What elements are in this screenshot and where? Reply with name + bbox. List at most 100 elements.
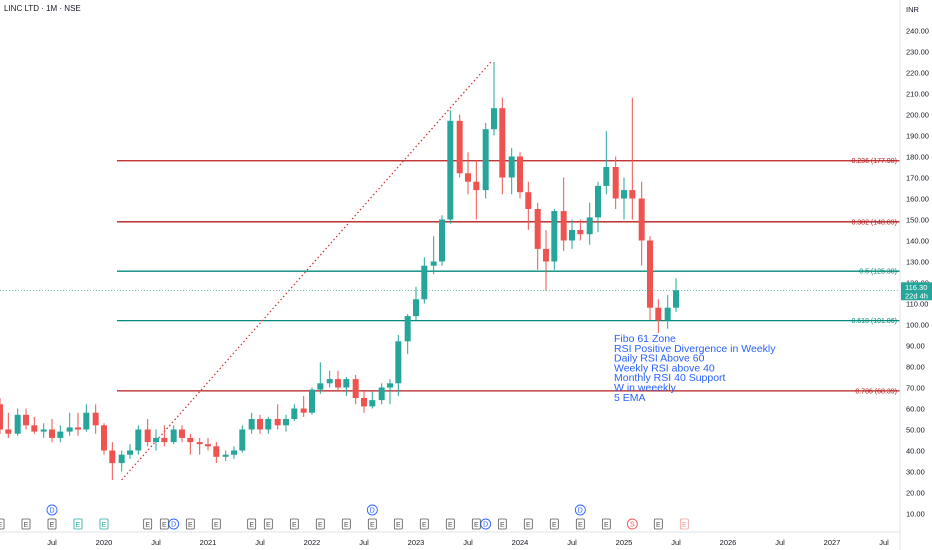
candle	[75, 412, 81, 436]
note-line: Fibo 61 Zone	[614, 333, 676, 345]
candle	[543, 230, 549, 291]
candle-body	[153, 437, 159, 443]
candle-body	[291, 408, 298, 419]
earnings-event-box	[367, 518, 377, 530]
candle-body	[534, 209, 541, 249]
candle-body	[66, 427, 73, 432]
earnings-event-marker: E	[653, 518, 663, 530]
earnings-event-letter: E	[162, 522, 167, 529]
earnings-event-letter: E	[76, 522, 81, 529]
candle	[491, 62, 497, 136]
candle	[673, 278, 679, 312]
current-price-value: 116.30	[905, 283, 927, 292]
price-tick-label: 60.00	[906, 405, 925, 414]
price-tick-label: 220.00	[906, 69, 929, 78]
candle-body	[369, 400, 376, 407]
candle-body	[274, 419, 281, 426]
earnings-event-letter: E	[396, 522, 401, 529]
earnings-event-box	[315, 518, 325, 530]
time-tick-label: 2021	[200, 538, 217, 547]
earnings-event-letter: E	[292, 522, 297, 529]
candle-body	[378, 387, 385, 401]
event-letter: S	[630, 522, 635, 529]
currency-label[interactable]: INR	[906, 5, 920, 14]
time-tick-label: 2024	[512, 538, 529, 547]
candle	[352, 374, 359, 405]
candle	[551, 209, 558, 270]
fib-label-0.786: 0.786 (68.39)	[855, 388, 897, 395]
earnings-event-box	[523, 518, 533, 530]
fib-label-0.382: 0.382 (148.89)	[851, 219, 897, 226]
candle	[525, 181, 532, 230]
candle	[387, 379, 393, 405]
time-tick-label: Jul	[359, 538, 369, 547]
earnings-event-letter: E	[344, 522, 349, 529]
earnings-event-box	[21, 518, 31, 530]
earnings-event-box	[47, 518, 57, 530]
earnings-event-marker: E	[263, 518, 273, 530]
candle	[638, 181, 645, 266]
candle	[23, 408, 29, 430]
candle-body	[109, 450, 116, 464]
price-tick-label: 170.00	[906, 174, 929, 183]
candle-body	[569, 230, 575, 241]
candle	[170, 425, 177, 445]
candle	[57, 425, 64, 443]
candle	[603, 131, 610, 195]
time-axis[interactable]: Jul 2020 Jul 2021 Jul 2022 Jul 2023 Jul 2024 Jul 20…	[47, 538, 889, 547]
candle-body	[543, 248, 549, 262]
candle	[465, 152, 471, 195]
candle-body	[265, 419, 272, 430]
earnings-event-marker: E	[367, 518, 377, 530]
earnings-event-letter: E	[249, 522, 254, 529]
candles	[0, 62, 679, 480]
earnings-event-box	[679, 518, 689, 530]
fib-label-0.236: 0.236 (177.98)	[851, 158, 897, 165]
event-letter: D	[578, 508, 583, 515]
candle-body	[75, 427, 81, 430]
candle	[421, 257, 428, 304]
candle-body	[283, 419, 289, 426]
candle-body	[603, 167, 610, 186]
time-tick-label: Jul	[151, 538, 161, 547]
candle	[83, 404, 90, 432]
event-circle	[480, 518, 492, 530]
earnings-event-box	[419, 518, 429, 530]
candle	[265, 416, 272, 434]
time-tick-label: 2025	[616, 538, 633, 547]
candle-body	[40, 429, 47, 432]
earnings-event-box	[73, 518, 83, 530]
earnings-event-letter: E	[552, 522, 557, 529]
time-tick-label: Jul	[47, 538, 57, 547]
candle	[205, 437, 211, 451]
candle-body	[577, 230, 584, 235]
event-circle	[574, 504, 586, 516]
dividend-event-marker: D	[168, 518, 180, 530]
candle-body	[31, 425, 38, 432]
candle-body	[673, 290, 679, 308]
candle-body	[170, 429, 177, 443]
candle	[291, 404, 298, 422]
candle-body	[14, 414, 21, 434]
candle-body	[612, 167, 619, 199]
price-tick-label: 140.00	[906, 237, 929, 246]
price-tick-label: 200.00	[906, 111, 929, 120]
earnings-event-marker: E	[0, 518, 5, 530]
earnings-event-marker: E	[549, 518, 559, 530]
time-tick-label: 2027	[824, 538, 841, 547]
note-line: 5 EMA	[614, 392, 646, 404]
candle	[517, 152, 523, 199]
earnings-event-marker: E	[159, 518, 169, 530]
earnings-event-box	[653, 518, 663, 530]
earnings-event-marker: E	[247, 518, 257, 530]
candle-body	[317, 383, 324, 390]
fib-label-0.618: 0.618 (101.86)	[851, 318, 897, 325]
earnings-event-letter: E	[474, 522, 479, 529]
earnings-event-marker: E	[601, 518, 611, 530]
candle	[335, 370, 341, 392]
event-circle	[46, 504, 58, 516]
candle	[179, 425, 185, 443]
candle	[5, 412, 12, 438]
